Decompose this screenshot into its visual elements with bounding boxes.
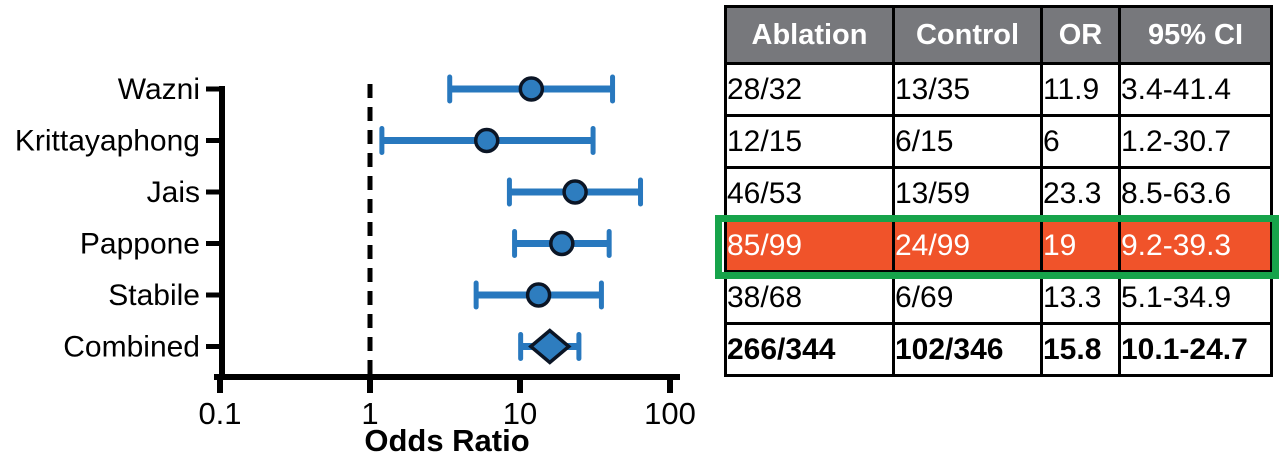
table-cell: 23.3 — [1040, 166, 1121, 221]
table-cell: 6 — [1040, 114, 1121, 169]
table-cell: 9.2-39.3 — [1118, 218, 1273, 273]
table-cell: 102/346 — [892, 322, 1043, 377]
table-cell: 6/15 — [892, 114, 1043, 169]
category-label: Stabile — [108, 279, 200, 312]
results-table-area: Ablation Control OR 95% CI 28/32 13/35 1… — [715, 5, 1279, 377]
or-point-marker — [549, 230, 575, 257]
table-row-combined: 266/344 102/346 15.8 10.1-24.7 — [724, 322, 1273, 377]
table-cell: 28/32 — [724, 62, 895, 117]
or-point-marker — [473, 127, 500, 154]
table-cell: 13/35 — [892, 62, 1043, 117]
x-tick-label: 0.1 — [198, 396, 241, 431]
table-cell: 8.5-63.6 — [1118, 166, 1273, 221]
table-cell: 13.3 — [1040, 270, 1121, 325]
forest-plot: 0.1 1 10 100 Odds Ratio Wazni Krittayaphong Jai… — [15, 73, 696, 456]
x-tick-label: 1 — [361, 396, 378, 431]
or-point-marker — [562, 179, 588, 205]
table-cell: 46/53 — [724, 166, 895, 221]
table-cell: 1.2-30.7 — [1118, 114, 1273, 169]
or-table: Ablation Control OR 95% CI 28/32 13/35 1… — [724, 5, 1273, 377]
table-row: 12/15 6/15 6 1.2-30.7 — [724, 114, 1273, 169]
category-label: Pappone — [80, 228, 200, 261]
or-point-marker — [525, 282, 552, 308]
x-tick-label: 10 — [503, 396, 537, 431]
table-cell: 19 — [1040, 218, 1121, 273]
table-cell: 5.1-34.9 — [1118, 270, 1273, 325]
table-row: 28/32 13/35 11.9 3.4-41.4 — [724, 62, 1273, 117]
table-cell: 38/68 — [724, 270, 895, 325]
table-cell: 11.9 — [1040, 62, 1121, 117]
table-cell: 3.4-41.4 — [1118, 62, 1273, 117]
header-control: Control — [892, 5, 1043, 65]
header-ci: 95% CI — [1118, 5, 1273, 65]
forest-plot-area: 0.1 1 10 100 Odds Ratio Wazni Krittayaphong Jai… — [15, 73, 696, 456]
table-cell: 85/99 — [724, 218, 895, 273]
category-label: Jais — [147, 176, 200, 209]
category-label: Wazni — [118, 73, 200, 106]
header-or: OR — [1040, 5, 1121, 65]
table-cell: 12/15 — [724, 114, 895, 169]
table-cell: 6/69 — [892, 270, 1043, 325]
table-cell: 15.8 — [1040, 322, 1121, 377]
x-axis-title: Odds Ratio — [364, 423, 529, 456]
table-header-row: Ablation Control OR 95% CI — [724, 5, 1273, 65]
category-label: Krittayaphong — [15, 125, 200, 158]
combined-diamond-marker — [528, 328, 572, 365]
table-cell: 13/59 — [892, 166, 1043, 221]
header-ablation: Ablation — [724, 5, 895, 65]
x-tick-label: 100 — [644, 396, 696, 431]
table-cell: 24/99 — [892, 218, 1043, 273]
table-row: 38/68 6/69 13.3 5.1-34.9 — [724, 270, 1273, 325]
category-label: Combined — [63, 331, 200, 364]
table-row-highlighted: 85/99 24/99 19 9.2-39.3 — [724, 218, 1273, 273]
table-cell: 266/344 — [724, 322, 895, 377]
table-cell: 10.1-24.7 — [1118, 322, 1273, 377]
table-row: 46/53 13/59 23.3 8.5-63.6 — [724, 166, 1273, 221]
or-point-marker — [518, 76, 545, 102]
